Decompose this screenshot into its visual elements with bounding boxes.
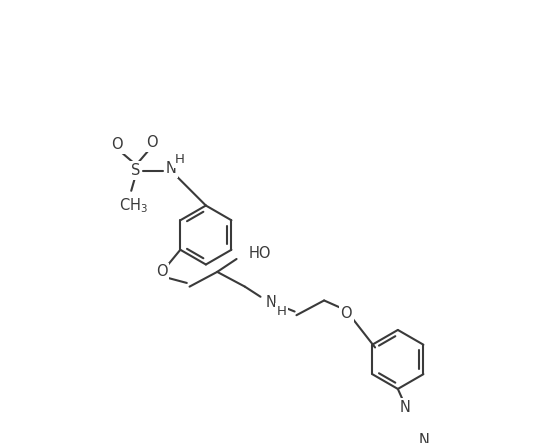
Text: H: H bbox=[175, 153, 185, 166]
Text: O: O bbox=[147, 136, 158, 150]
Text: N: N bbox=[419, 433, 430, 443]
Text: S: S bbox=[131, 163, 140, 178]
Text: H: H bbox=[277, 305, 287, 318]
Text: N: N bbox=[399, 400, 410, 415]
Text: O: O bbox=[340, 306, 352, 321]
Text: CH$_3$: CH$_3$ bbox=[119, 196, 148, 215]
Text: HO: HO bbox=[249, 246, 271, 261]
Text: N: N bbox=[265, 295, 276, 310]
Text: O: O bbox=[112, 137, 123, 152]
Text: O: O bbox=[156, 264, 168, 280]
Text: N: N bbox=[166, 161, 177, 176]
